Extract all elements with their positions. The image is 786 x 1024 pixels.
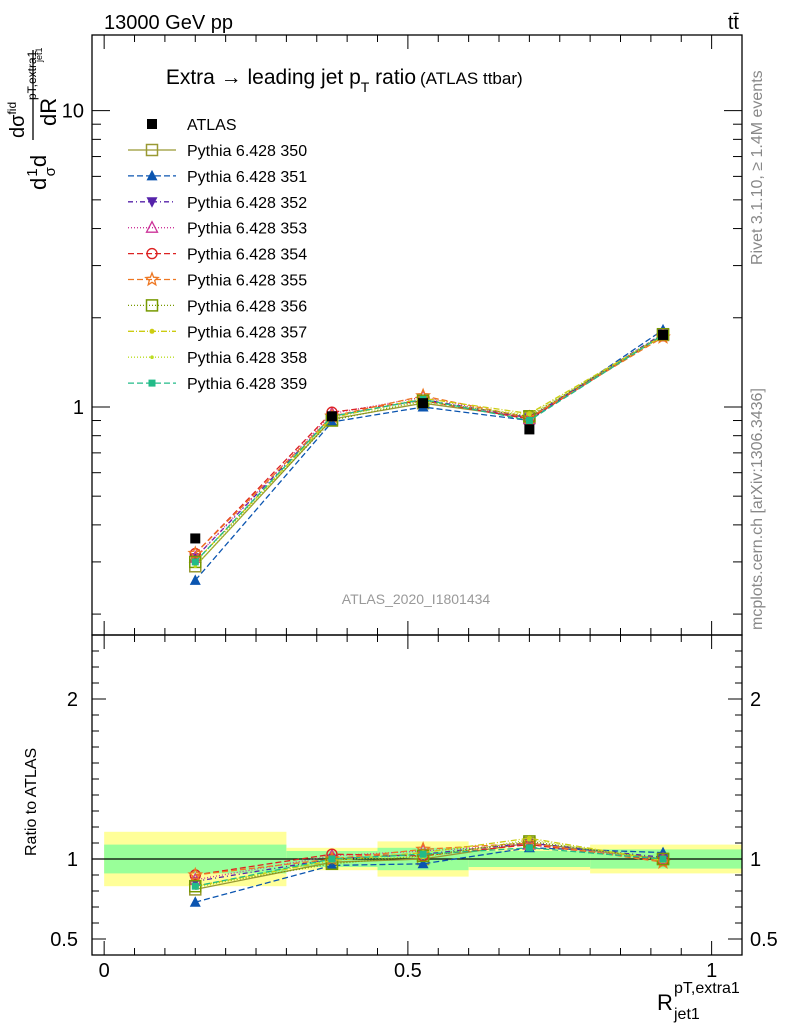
legend-label: Pythia 6.428 351 — [187, 169, 307, 186]
y-label-one: 1 — [24, 168, 41, 176]
legend-marker — [146, 197, 158, 208]
ratio-series-point — [189, 879, 202, 893]
legend-marker — [145, 299, 159, 312]
series-point — [189, 574, 201, 585]
series-line — [194, 335, 664, 555]
y-tick-label: 1 — [73, 397, 84, 419]
ratio-y-tick-label-right: 2 — [750, 689, 761, 711]
chart-title-sub: T — [361, 79, 370, 95]
ratio-series-line — [195, 842, 664, 876]
x-tick-label: 0 — [99, 960, 110, 982]
main-panel: 0 0.5 1 1 10 — [62, 34, 743, 982]
mcplots-side-label: mcplots.cern.ch [arXiv:1306.3436] — [749, 388, 766, 630]
analysis-label: ATLAS_2020_I1801434 — [342, 591, 491, 607]
series-line — [194, 334, 664, 563]
legend-marker — [148, 379, 156, 387]
legend-label: Pythia 6.428 357 — [187, 324, 307, 341]
ratio-series-point — [187, 866, 204, 882]
ratio-series-point — [417, 857, 429, 869]
data-point — [524, 424, 535, 435]
legend-marker — [144, 271, 160, 287]
legend-label: Pythia 6.428 354 — [187, 247, 307, 264]
legend-label: Pythia 6.428 355 — [187, 273, 307, 290]
series-line — [194, 329, 664, 581]
series-line — [194, 335, 664, 567]
chart-title-main: Extra → leading jet p — [166, 66, 361, 89]
svg-text:dσfid: dσfid — [5, 102, 29, 138]
series-point — [527, 413, 532, 417]
data-point — [190, 533, 201, 544]
chart-title-paren: (ATLAS ttbar) — [420, 69, 523, 88]
ratio-series-point — [527, 838, 532, 842]
ratio-panel: 0.5 0.5 1 1 2 2 — [50, 634, 778, 956]
ratio-y-label: Ratio to ATLAS — [23, 748, 40, 856]
legend-label: ATLAS — [187, 117, 237, 134]
series-line — [194, 334, 664, 567]
y-label-d: d — [26, 178, 51, 190]
chart-title: Extra → leading jet pT ratio (ATLAS ttba… — [166, 66, 523, 95]
legend-label: Pythia 6.428 358 — [187, 350, 307, 367]
ratio-series-line — [195, 847, 664, 903]
legend-label: Pythia 6.428 356 — [187, 298, 307, 315]
y-label-sigma: σ — [42, 166, 59, 176]
ratio-y-tick-label-right: 0.5 — [750, 929, 778, 951]
chart-title-tail: ratio — [369, 66, 416, 89]
x-axis-label: R pT,extra1 jet1 — [657, 980, 740, 1023]
legend-marker — [146, 169, 158, 181]
y-label-dsigma: dσ — [7, 114, 29, 138]
x-label-sup: pT,extra1 — [674, 980, 740, 997]
ratio-y-tick-label: 2 — [67, 689, 78, 711]
series-point — [525, 417, 533, 425]
ratio-series-point — [525, 844, 533, 852]
ratio-y-tick-label: 1 — [67, 849, 78, 871]
legend-marker — [150, 355, 154, 360]
legend-label: Pythia 6.428 359 — [187, 376, 307, 393]
x-label-sub: jet1 — [673, 1006, 700, 1023]
y-label-fid: fid — [5, 102, 19, 115]
legend-marker — [145, 220, 159, 233]
series-line — [194, 335, 664, 563]
svg-text:R: R — [657, 990, 673, 1015]
ratio-y-tick-label: 0.5 — [50, 929, 78, 951]
y-tick-label: 10 — [62, 101, 84, 123]
x-tick-label: 0.5 — [394, 960, 422, 982]
rivet-side-label: Rivet 3.1.10, ≥ 1.4M events — [749, 70, 766, 265]
y-label-d2: d — [26, 155, 51, 167]
series-point — [191, 558, 199, 566]
energy-label: 13000 GeV pp — [104, 12, 233, 34]
legend-label: Pythia 6.428 350 — [187, 143, 307, 160]
data-point — [326, 411, 337, 422]
ratio-series-point — [191, 882, 199, 890]
legend: ATLAS Pythia 6.428 350 Pythia 6.428 351 Pyt… — [128, 117, 307, 393]
legend-label: Pythia 6.428 353 — [187, 221, 307, 238]
legend-marker — [145, 143, 159, 157]
data-point — [418, 398, 429, 409]
series-line — [194, 334, 664, 559]
ratio-series-point — [656, 852, 670, 866]
y-label-jet1: jet1 — [34, 47, 44, 63]
svg-text:d1σd: d1σd — [24, 155, 59, 190]
ratio-series-point — [419, 850, 427, 858]
x-label-base: R — [657, 990, 673, 1015]
legend-marker — [147, 119, 157, 129]
legend-label: Pythia 6.428 352 — [187, 195, 307, 212]
legend-marker — [149, 328, 155, 334]
y-label-var: pT,extra1 — [25, 50, 39, 100]
series-line — [194, 333, 664, 563]
x-tick-label: 1 — [706, 960, 717, 982]
data-point — [658, 329, 669, 340]
ratio-series-point — [659, 855, 667, 863]
y-axis-label: d1σd dσfid pT,extra1 jet1 dR — [5, 47, 61, 190]
series-line — [194, 336, 664, 555]
y-label-dr: dR — [36, 98, 61, 126]
legend-marker — [146, 247, 158, 260]
ratio-series-point — [328, 855, 336, 863]
ratio-frame — [91, 634, 743, 956]
process-label: tt̄ — [728, 12, 740, 34]
svg-text:Extra → leading jet pT ratio: Extra → leading jet pT ratio — [166, 66, 416, 95]
ratio-series-point — [189, 896, 201, 907]
ratio-y-tick-label-right: 1 — [750, 849, 761, 871]
